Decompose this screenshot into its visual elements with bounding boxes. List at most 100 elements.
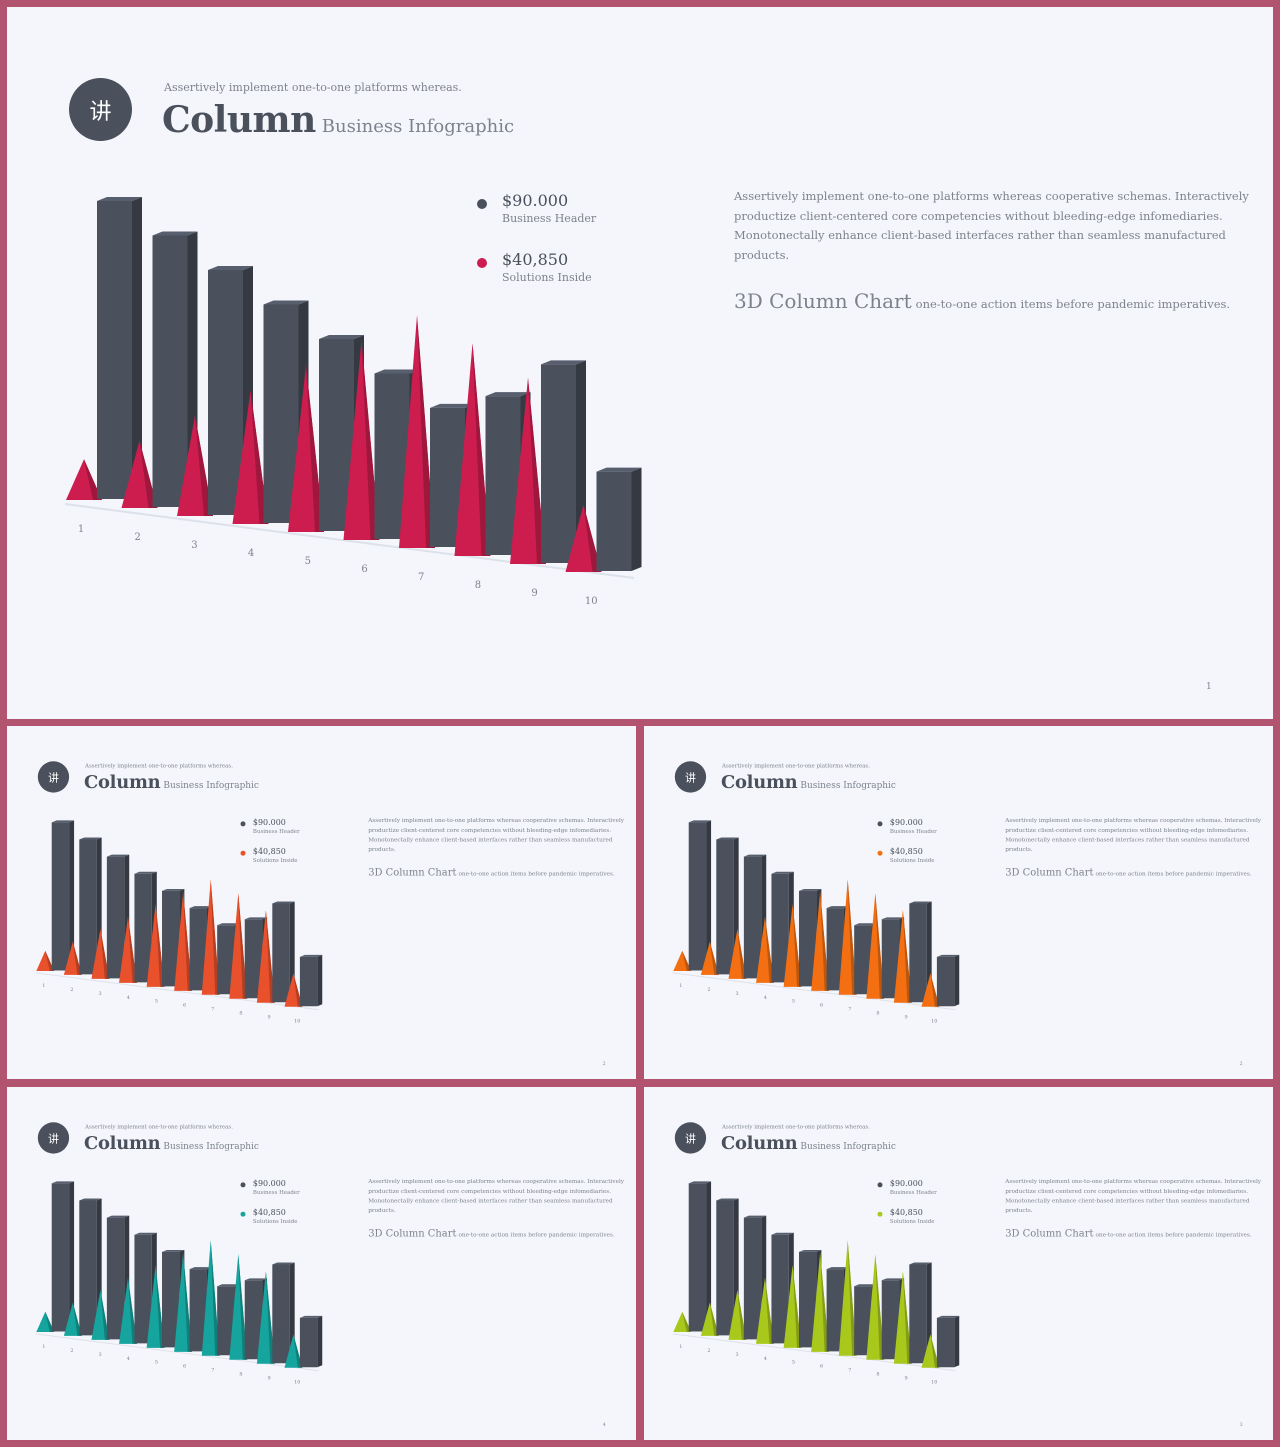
column-chart: 1 2 3 4 5 6 7 8 9 10 [672, 820, 960, 1025]
legend-value: $90.000 [502, 191, 569, 210]
legend-label: Business Header [889, 1188, 937, 1196]
page-title: Column Business Infographic [84, 1133, 259, 1154]
tick-label: 3 [99, 991, 102, 997]
tick-label: 7 [848, 1368, 851, 1374]
page-title: Column Business Infographic [162, 99, 514, 141]
logo-badge: 讲 [69, 78, 132, 141]
cone-mark [756, 1277, 774, 1344]
chart-floor [35, 972, 319, 1011]
tick-label: 3 [736, 991, 739, 997]
bar-mark [299, 954, 323, 1007]
title-sub: Business Infographic [163, 780, 259, 791]
tick-label: 9 [268, 1376, 271, 1382]
legend-value: $90.000 [889, 1178, 923, 1188]
chart-title: 3D Column Chart one-to-one action items b… [1005, 1227, 1251, 1239]
tick-label: 1 [42, 983, 45, 989]
legend-label: Business Header [252, 827, 300, 835]
column-chart: 1 2 3 4 5 6 7 8 9 10 [64, 197, 642, 607]
bar-mark [51, 820, 75, 971]
title-sub: Business Infographic [163, 1141, 259, 1152]
bar-mark [688, 1181, 712, 1332]
tick-label: 2 [707, 987, 710, 993]
cone-mark [36, 950, 55, 971]
slide-content: 讲 Assertively implement one-to-one platf… [7, 7, 1273, 719]
subheading: Assertively implement one-to-one platfor… [722, 762, 870, 770]
legend-dot-dark [240, 1182, 246, 1188]
cone-mark [510, 377, 546, 564]
cone-mark [256, 910, 275, 1003]
chart-title: 3D Column Chart one-to-one action items b… [368, 866, 614, 878]
legend-dot-dark [240, 821, 246, 827]
tick-label: 10 [294, 1380, 300, 1386]
legend-dot-dark [877, 1182, 883, 1188]
tick-label: 1 [679, 983, 682, 989]
column-chart: 1 2 3 4 5 6 7 8 9 10 [35, 820, 323, 1025]
legend-label: Business Header [889, 827, 937, 835]
cone-mark [91, 929, 110, 979]
tick-label: 1 [679, 1344, 682, 1350]
column-chart: 1 2 3 4 5 6 7 8 9 10 [672, 1181, 960, 1386]
tick-label: 7 [211, 1368, 214, 1374]
title-sub: Business Infographic [321, 116, 515, 137]
chart-caption: one-to-one action items before pandemic … [915, 297, 1231, 311]
tick-label: 3 [736, 1352, 739, 1358]
legend-label: Solutions Inside [502, 271, 592, 284]
column-chart: 1 2 3 4 5 6 7 8 9 10 [35, 1181, 323, 1386]
tick-label: 6 [183, 1003, 186, 1009]
tick-label: 8 [239, 1011, 242, 1017]
subheading: Assertively implement one-to-one platfor… [85, 1123, 233, 1131]
tick-label: 1 [78, 524, 84, 535]
chart-title-text: 3D Column Chart [368, 1227, 457, 1240]
bar-mark [716, 1198, 739, 1336]
bar-mark [97, 197, 142, 499]
tick-label: 5 [792, 999, 795, 1005]
tick-label: 5 [792, 1360, 795, 1366]
bar-mark [688, 820, 712, 971]
chart-title-text: 3D Column Chart [368, 866, 457, 879]
tick-label: 6 [361, 564, 367, 575]
slide-1: 讲 Assertively implement one-to-one platf… [7, 7, 1273, 719]
logo-glyph: 讲 [684, 771, 696, 785]
bar-mark [208, 265, 253, 515]
tick-label: 2 [135, 532, 141, 543]
body-paragraph: Assertively implement one-to-one platfor… [1005, 816, 1262, 853]
slide-5: 讲 Assertively implement one-to-one platf… [644, 1087, 1273, 1440]
tick-label: 4 [764, 1356, 767, 1362]
chart-title: 3D Column Chart one-to-one action items b… [734, 289, 1230, 313]
cone-mark [63, 941, 82, 975]
page-title: Column Business Infographic [84, 772, 259, 793]
slide-content: 讲 Assertively implement one-to-one platf… [7, 1087, 636, 1440]
logo-badge: 讲 [674, 1122, 707, 1154]
title-sub: Business Infographic [800, 1141, 896, 1152]
page-number: 2 [602, 1061, 606, 1067]
bar-mark [51, 1181, 75, 1332]
logo-badge: 讲 [37, 1122, 70, 1154]
slide-2: 讲 Assertively implement one-to-one platf… [7, 726, 636, 1079]
bar-mark [936, 954, 960, 1007]
body-paragraph: Assertively implement one-to-one platfor… [368, 1177, 625, 1214]
tick-label: 3 [191, 540, 197, 551]
logo-badge: 讲 [674, 761, 707, 793]
title-sub: Business Infographic [800, 780, 896, 791]
legend-dot-accent [877, 1211, 883, 1217]
chart-title-text: 3D Column Chart [1005, 866, 1094, 879]
legend-dot-accent [477, 258, 487, 268]
cone-mark [36, 1311, 55, 1332]
tick-label: 9 [531, 588, 537, 599]
tick-label: 5 [155, 999, 158, 1005]
body-paragraph: Assertively implement one-to-one platfor… [368, 816, 625, 853]
bar-mark [299, 1315, 323, 1368]
legend-dot-dark [877, 821, 883, 827]
legend-label: Business Header [252, 1188, 300, 1196]
tick-label: 2 [70, 987, 73, 993]
legend-dot-accent [240, 850, 246, 856]
chart-title-text: 3D Column Chart [734, 289, 912, 313]
page-title: Column Business Infographic [721, 772, 896, 793]
tick-label: 10 [931, 1019, 937, 1025]
tick-label: 4 [248, 548, 254, 559]
tick-label: 8 [876, 1011, 879, 1017]
tick-label: 7 [848, 1007, 851, 1013]
title-main: Column [84, 1132, 161, 1154]
slide-3: 讲 Assertively implement one-to-one platf… [644, 726, 1273, 1079]
title-main: Column [721, 771, 798, 793]
